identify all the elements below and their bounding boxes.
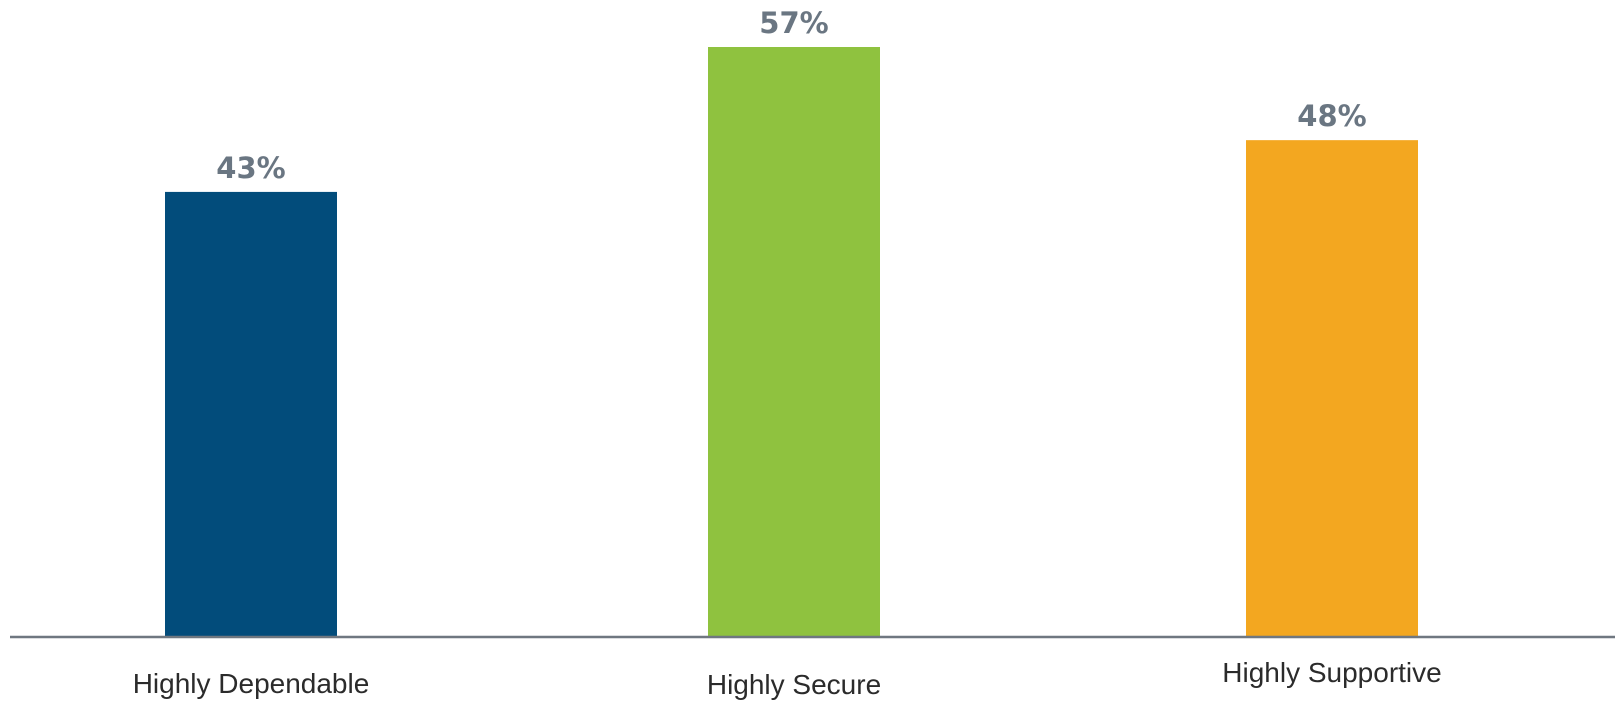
- value-label-2: 48%: [1297, 99, 1366, 133]
- bar-0: [165, 191, 337, 637]
- category-label-2: Highly Supportive: [1222, 657, 1441, 688]
- bar-1: [708, 47, 880, 637]
- bars-group: [165, 47, 1418, 637]
- category-label-1: Highly Secure: [707, 669, 881, 700]
- value-label-1: 57%: [759, 6, 828, 40]
- category-label-0: Highly Dependable: [133, 668, 370, 699]
- value-labels-group: 43% 57% 48%: [216, 6, 1366, 185]
- value-label-0: 43%: [216, 151, 285, 185]
- bar-2: [1246, 140, 1418, 637]
- category-labels-group: Highly Dependable Highly Secure Highly Sup…: [133, 657, 1442, 700]
